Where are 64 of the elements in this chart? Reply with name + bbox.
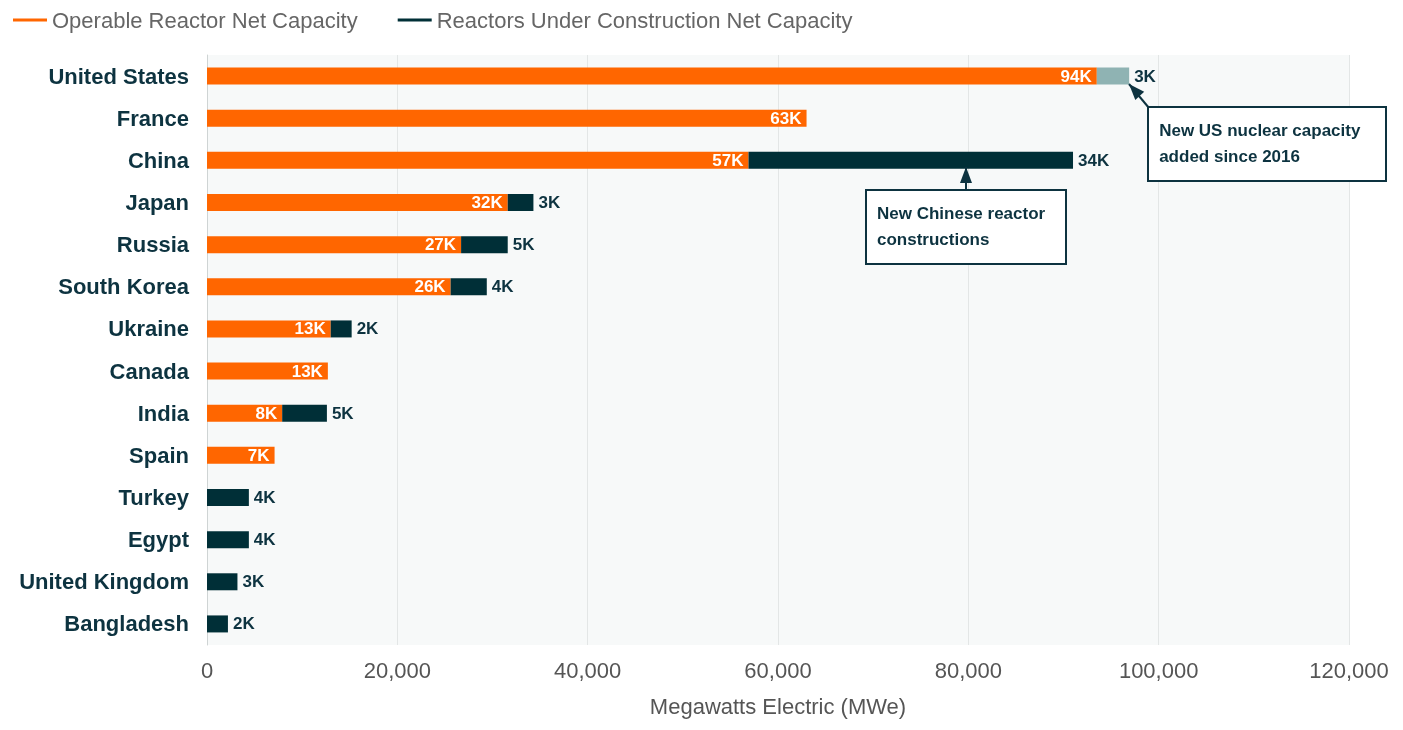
x-tick-label: 0 [200, 657, 214, 683]
bar [207, 109, 807, 127]
y-tick-label: United Kingdom [19, 569, 189, 595]
data-label: 7K [247, 445, 271, 465]
data-label: 27K [424, 235, 457, 255]
data-label: 94K [1060, 66, 1093, 86]
x-tick-label: 120,000 [1309, 657, 1389, 683]
bar [207, 573, 238, 591]
data-label: 3K [538, 193, 561, 212]
legend-label: Reactors Under Construction Net Capacity [436, 7, 853, 33]
data-label: 2K [232, 614, 256, 634]
data-label: 5K [331, 403, 355, 423]
callout-box: New US nuclear capacity added since 2016 [1147, 106, 1388, 183]
data-label: 4K [253, 530, 277, 550]
legend-label: Operable Reactor Net Capacity [52, 7, 358, 33]
data-label: 13K [294, 319, 327, 339]
y-tick-label: Egypt [127, 527, 190, 553]
data-label: 3K [1134, 66, 1157, 86]
bar [450, 278, 487, 296]
data-label: 4K [253, 488, 277, 507]
x-tick-label: 80,000 [934, 657, 1002, 683]
x-tick-label: 40,000 [554, 657, 622, 683]
callout-box: New Chinese reactor constructions [865, 189, 1067, 265]
bar [207, 151, 749, 169]
y-tick-label: Spain [129, 442, 189, 468]
y-tick-label: United States [48, 63, 189, 89]
data-label: 34K [1078, 150, 1110, 170]
bar [207, 615, 228, 633]
data-label: 4K [491, 277, 515, 297]
y-tick-label: Canada [109, 358, 190, 384]
data-label: 3K [242, 572, 265, 592]
x-axis-title: Megawatts Electric (MWe) [649, 693, 907, 719]
bar [207, 278, 451, 296]
bar [507, 194, 534, 211]
data-label: 57K [712, 150, 745, 170]
bar [207, 489, 249, 506]
x-tick-label: 60,000 [744, 657, 812, 683]
data-label: 26K [414, 277, 447, 297]
data-label: 32K [471, 193, 504, 212]
data-label: 13K [291, 361, 324, 381]
data-label: 5K [512, 235, 536, 255]
bar [461, 236, 508, 254]
y-tick-label: South Korea [58, 274, 190, 300]
bar [207, 531, 249, 549]
data-label: 63K [770, 108, 803, 128]
bar [207, 194, 508, 211]
data-label: 8K [255, 403, 278, 423]
y-tick-label: China [127, 147, 190, 173]
y-tick-label: Japan [125, 190, 189, 215]
x-tick-label: 20,000 [363, 657, 431, 683]
y-tick-label: Ukraine [108, 316, 189, 342]
bar [207, 67, 1097, 85]
x-tick-label: 100,000 [1118, 657, 1199, 683]
y-tick-label: Turkey [118, 485, 190, 510]
bar [282, 404, 327, 422]
bar [1096, 67, 1130, 85]
data-label: 2K [356, 319, 380, 339]
bar [748, 151, 1074, 169]
y-tick-label: Bangladesh [64, 611, 189, 637]
y-tick-label: France [116, 105, 189, 131]
y-tick-label: India [137, 400, 190, 426]
bar [330, 320, 352, 338]
bar [207, 236, 462, 254]
y-tick-label: Russia [116, 232, 190, 258]
